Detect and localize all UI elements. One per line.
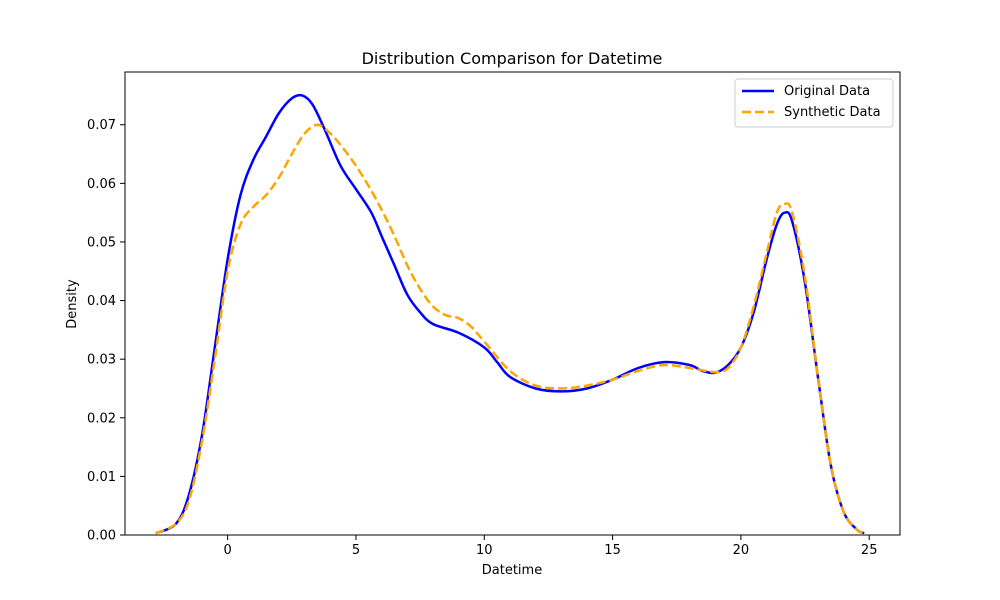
y-tick-label: 0.05 [87, 235, 116, 250]
y-tick-label: 0.02 [87, 411, 116, 426]
x-tick-label: 0 [224, 543, 232, 558]
series-layer [155, 93, 865, 535]
x-tick-label: 15 [604, 543, 621, 558]
y-axis-label: Density [65, 279, 80, 329]
y-tick-label: 0.06 [87, 177, 116, 192]
y-tick-label: 0.07 [87, 118, 116, 133]
legend-label-synthetic: Synthetic Data [784, 105, 881, 120]
x-tick-label: 20 [733, 543, 750, 558]
series-line-original [155, 93, 865, 535]
x-tick-label: 10 [476, 543, 493, 558]
x-axis-ticks: 0 5 10 15 20 25 [224, 535, 878, 558]
chart-title: Distribution Comparison for Datetime [362, 49, 663, 68]
y-tick-label: 0.03 [87, 353, 116, 368]
y-axis-ticks: 0.00 0.01 0.02 0.03 0.04 0.05 0.06 0.07 [87, 118, 125, 544]
legend-label-original: Original Data [784, 84, 870, 99]
y-tick-label: 0.04 [87, 294, 116, 309]
legend: Original Data Synthetic Data [734, 78, 894, 128]
plot-area: 0 5 10 15 20 25 0.000.010.020.030.040.050.060… [87, 71, 901, 558]
x-axis-label: Datetime [482, 563, 542, 578]
x-tick-label: 5 [352, 543, 360, 558]
legend-box [734, 78, 894, 128]
x-tick-label: 25 [861, 543, 878, 558]
y-tick-label: 0.00 [87, 529, 116, 544]
plot-frame [124, 71, 901, 536]
y-tick-label: 0.01 [87, 470, 116, 485]
